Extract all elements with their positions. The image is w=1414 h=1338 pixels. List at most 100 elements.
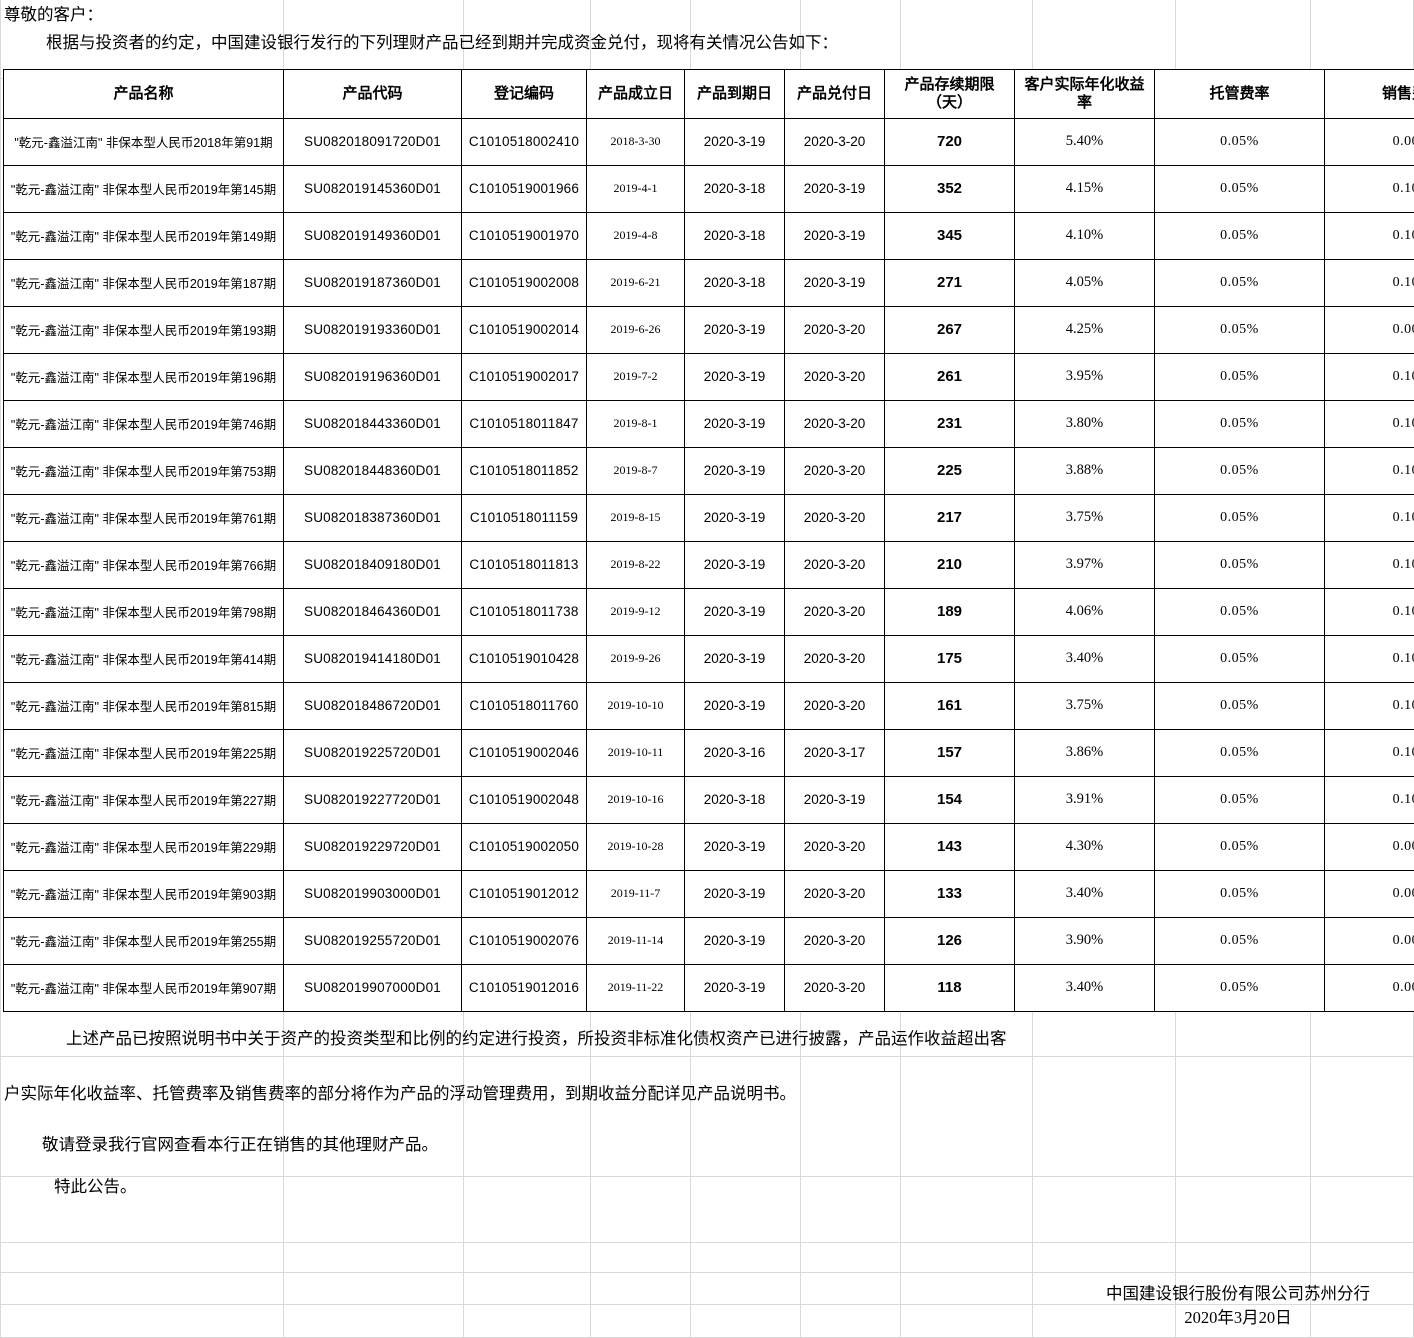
cell-custody-fee: 0.05% [1154, 352, 1325, 401]
cell-registration-code: C1010519002048 [461, 775, 587, 824]
cell-registration-code: C1010519012012 [461, 869, 587, 918]
cell-establish-date: 2019-10-16 [586, 775, 685, 824]
cell-registration-code: C1010519012016 [461, 963, 587, 1012]
cell-product-name: "乾元-鑫溢江南" 非保本型人民币2019年第225期 [3, 728, 284, 777]
cell-establish-date: 2019-11-22 [586, 963, 685, 1012]
cell-sales-fee: 0.10% [1324, 258, 1414, 307]
cell-product-name: "乾元-鑫溢江南" 非保本型人民币2019年第149期 [3, 211, 284, 260]
cell-product-name: "乾元-鑫溢江南" 非保本型人民币2019年第798期 [3, 587, 284, 636]
cell-registration-code: C1010519002017 [461, 352, 587, 401]
cell-registration-code: C1010519002014 [461, 305, 587, 354]
cell-custody-fee: 0.05% [1154, 916, 1325, 965]
signature-organization: 中国建设银行股份有限公司苏州分行 [1106, 1284, 1370, 1303]
header-product-name: 产品名称 [3, 68, 284, 119]
cell-sales-fee: 0.10% [1324, 728, 1414, 777]
cell-customer-rate: 3.40% [1014, 869, 1155, 918]
cell-registration-code: C1010519002008 [461, 258, 587, 307]
cell-product-code: SU082018091720D01 [283, 117, 462, 166]
cell-product-code: SU082018387360D01 [283, 493, 462, 542]
table-row: "乾元-鑫溢江南" 非保本型人民币2019年第227期 SU08201922772… [3, 775, 1414, 824]
table-row: "乾元-鑫溢江南" 非保本型人民币2019年第907期 SU08201990700… [3, 963, 1414, 1012]
cell-establish-date: 2019-6-21 [586, 258, 685, 307]
cell-registration-code: C1010518011760 [461, 681, 587, 730]
cell-sales-fee: 0.10% [1324, 587, 1414, 636]
cell-product-code: SU082018443360D01 [283, 399, 462, 448]
cell-custody-fee: 0.05% [1154, 399, 1325, 448]
cell-payment-date: 2020-3-20 [784, 634, 885, 683]
cell-maturity-date: 2020-3-19 [684, 446, 785, 495]
cell-custody-fee: 0.05% [1154, 540, 1325, 589]
footnote-paragraph-4: 特此公告。 [54, 1176, 137, 1196]
cell-product-name: "乾元-鑫溢江南" 非保本型人民币2019年第193期 [3, 305, 284, 354]
cell-maturity-date: 2020-3-18 [684, 211, 785, 260]
cell-establish-date: 2019-8-22 [586, 540, 685, 589]
table-row: "乾元-鑫溢江南" 非保本型人民币2019年第798期 SU08201846436… [3, 587, 1414, 636]
cell-product-code: SU082019903000D01 [283, 869, 462, 918]
cell-establish-date: 2019-10-10 [586, 681, 685, 730]
cell-duration-days: 345 [884, 211, 1015, 260]
cell-maturity-date: 2020-3-18 [684, 164, 785, 213]
cell-product-name: "乾元-鑫溢江南" 非保本型人民币2019年第753期 [3, 446, 284, 495]
cell-maturity-date: 2020-3-19 [684, 963, 785, 1012]
cell-product-code: SU082019414180D01 [283, 634, 462, 683]
cell-sales-fee: 0.00% [1324, 117, 1414, 166]
cell-duration-days: 720 [884, 117, 1015, 166]
cell-maturity-date: 2020-3-19 [684, 117, 785, 166]
cell-customer-rate: 4.25% [1014, 305, 1155, 354]
matured-products-table: 产品名称 产品代码 登记编码 产品成立日 产品到期日 产品兑付日 产品存续期限（… [3, 68, 1414, 1012]
cell-maturity-date: 2020-3-19 [684, 493, 785, 542]
table-row: "乾元-鑫溢江南" 非保本型人民币2019年第746期 SU08201844336… [3, 399, 1414, 448]
cell-duration-days: 157 [884, 728, 1015, 777]
cell-sales-fee: 0.00% [1324, 305, 1414, 354]
cell-payment-date: 2020-3-19 [784, 775, 885, 824]
cell-registration-code: C1010519010428 [461, 634, 587, 683]
cell-establish-date: 2018-3-30 [586, 117, 685, 166]
cell-duration-days: 231 [884, 399, 1015, 448]
cell-duration-days: 118 [884, 963, 1015, 1012]
header-custody-fee: 托管费率 [1154, 68, 1325, 119]
cell-customer-rate: 3.88% [1014, 446, 1155, 495]
cell-sales-fee: 0.00% [1324, 916, 1414, 965]
cell-establish-date: 2019-4-8 [586, 211, 685, 260]
table-row: "乾元-鑫溢江南" 非保本型人民币2019年第255期 SU08201925572… [3, 916, 1414, 965]
cell-customer-rate: 3.40% [1014, 963, 1155, 1012]
footnotes-section: 上述产品已按照说明书中关于资产的投资类型和比例的约定进行投资，所投资非标准化债权… [0, 1012, 1414, 1198]
cell-establish-date: 2019-11-7 [586, 869, 685, 918]
cell-product-name: "乾元-鑫溢江南" 非保本型人民币2019年第196期 [3, 352, 284, 401]
footnote-paragraph-3: 敬请登录我行官网查看本行正在销售的其他理财产品。 [42, 1135, 438, 1155]
cell-product-code: SU082019193360D01 [283, 305, 462, 354]
cell-establish-date: 2019-11-14 [586, 916, 685, 965]
cell-establish-date: 2019-6-26 [586, 305, 685, 354]
cell-sales-fee: 0.10% [1324, 399, 1414, 448]
cell-establish-date: 2019-8-7 [586, 446, 685, 495]
cell-custody-fee: 0.05% [1154, 728, 1325, 777]
cell-establish-date: 2019-9-26 [586, 634, 685, 683]
cell-product-name: "乾元-鑫溢江南" 非保本型人民币2019年第255期 [3, 916, 284, 965]
cell-payment-date: 2020-3-19 [784, 211, 885, 260]
cell-payment-date: 2020-3-20 [784, 117, 885, 166]
cell-customer-rate: 4.05% [1014, 258, 1155, 307]
cell-duration-days: 126 [884, 916, 1015, 965]
cell-sales-fee: 0.10% [1324, 352, 1414, 401]
cell-maturity-date: 2020-3-16 [684, 728, 785, 777]
cell-maturity-date: 2020-3-19 [684, 540, 785, 589]
cell-sales-fee: 0.10% [1324, 211, 1414, 260]
cell-product-name: "乾元-鑫溢江南" 非保本型人民币2019年第227期 [3, 775, 284, 824]
cell-custody-fee: 0.05% [1154, 587, 1325, 636]
cell-product-code: SU082019187360D01 [283, 258, 462, 307]
cell-maturity-date: 2020-3-19 [684, 634, 785, 683]
cell-custody-fee: 0.05% [1154, 446, 1325, 495]
table-row: "乾元-鑫溢江南" 非保本型人民币2019年第149期 SU08201914936… [3, 211, 1414, 260]
cell-establish-date: 2019-8-15 [586, 493, 685, 542]
cell-product-code: SU082019229720D01 [283, 822, 462, 871]
cell-payment-date: 2020-3-20 [784, 587, 885, 636]
cell-duration-days: 267 [884, 305, 1015, 354]
cell-registration-code: C1010519002076 [461, 916, 587, 965]
cell-customer-rate: 3.97% [1014, 540, 1155, 589]
intro-section: 尊敬的客户： 根据与投资者的约定，中国建设银行发行的下列理财产品已经到期并完成资… [0, 0, 1414, 55]
cell-product-name: "乾元-鑫溢江南" 非保本型人民币2019年第766期 [3, 540, 284, 589]
cell-payment-date: 2020-3-20 [784, 493, 885, 542]
cell-duration-days: 143 [884, 822, 1015, 871]
cell-payment-date: 2020-3-17 [784, 728, 885, 777]
